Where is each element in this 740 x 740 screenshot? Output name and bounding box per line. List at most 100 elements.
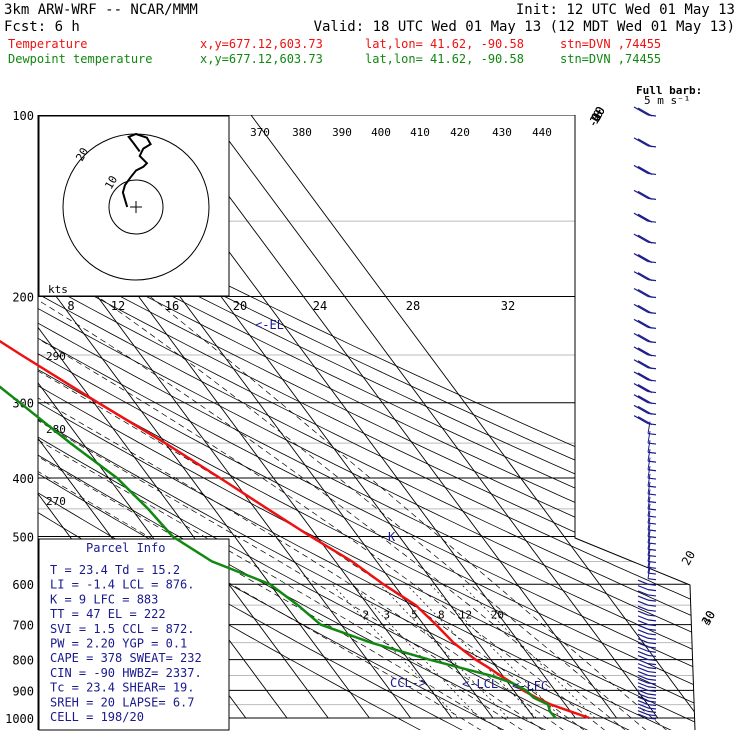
moist-adiabat (38, 296, 483, 730)
wind-barb (633, 271, 657, 282)
dry-adiabat (38, 115, 695, 730)
theta-label-top: 430 (492, 126, 512, 139)
mixing-ratio-line (331, 583, 458, 719)
dry-adiabat (38, 115, 673, 730)
wind-barb (637, 655, 657, 662)
wind-barb (633, 253, 657, 264)
pressure-label: 100 (12, 109, 34, 123)
isotherm-line (38, 115, 411, 719)
dry-adiabat (38, 115, 695, 730)
init-time: Init: 12 UTC Wed 01 May 13 (516, 2, 735, 18)
parcel-info-box: Parcel Info T = 23.4 Td = 15.2LI = -1.4 … (38, 538, 230, 731)
wind-barb (637, 646, 657, 653)
wind-barb (637, 674, 657, 681)
dry-adiabat (38, 115, 695, 730)
mixing-ratio-label: 12 (459, 609, 472, 622)
hodograph-speed-label: 20 (233, 299, 247, 313)
dry-adiabat (38, 115, 695, 730)
theta-label-top: 380 (292, 126, 312, 139)
mixing-ratio-line (379, 583, 509, 719)
isotherm-label: 10 (587, 107, 606, 127)
mixing-ratio-label: 8 (438, 609, 445, 622)
dry-adiabat (38, 115, 695, 730)
hodograph-ring-label-10: 10 (102, 174, 120, 192)
wind-barb (637, 696, 657, 703)
mixing-ratio-line (406, 583, 537, 719)
wind-barb (637, 700, 657, 707)
parcel-info-row: K = 9 LFC = 883 (50, 592, 158, 606)
moist-adiabat (97, 296, 647, 730)
mixing-ratio-line (352, 583, 480, 719)
pressure-label: 500 (12, 530, 34, 544)
wind-barb (633, 164, 657, 176)
dry-adiabat (38, 115, 695, 730)
wind-barb (637, 600, 657, 607)
dry-adiabat (38, 115, 695, 730)
mixing-ratio-label: 2 (362, 609, 369, 622)
dew-station: stn=DVN ,74455 (560, 52, 661, 66)
wind-barb (637, 685, 657, 693)
dry-adiabat (38, 115, 589, 730)
barb-note: Full barb: (636, 84, 702, 97)
mixing-ratio-line (461, 583, 596, 719)
hodograph-speed-label: 8 (67, 299, 74, 313)
wind-barb (647, 421, 657, 436)
dry-adiabat (38, 115, 695, 730)
wind-barb (637, 633, 657, 640)
hodograph-frame (38, 115, 230, 297)
dry-adiabat (38, 115, 631, 730)
wind-barb (637, 689, 657, 696)
theta-label-top: 410 (410, 126, 430, 139)
isotherm-line (38, 115, 370, 719)
wind-barb (633, 288, 657, 299)
right-border (574, 115, 696, 731)
wind-barb (633, 404, 657, 415)
wind-barb (647, 566, 657, 581)
wind-barb (637, 659, 657, 666)
hodograph-speed-label: 16 (165, 299, 179, 313)
dry-adiabat (38, 115, 695, 730)
temp-label: Temperature (8, 37, 87, 51)
lcl-marker: <-LCL (462, 677, 498, 691)
hodograph-ring-10 (108, 179, 164, 235)
wind-barb (637, 624, 657, 631)
wind-barb (633, 318, 657, 329)
wind-barb (637, 638, 657, 645)
wind-barb (633, 106, 657, 117)
wind-barb (637, 667, 657, 674)
wind-barb (633, 383, 657, 394)
isotherm-label: 20 (679, 548, 698, 568)
parcel-info-row: T = 23.4 Td = 15.2 (50, 563, 180, 577)
isotherm-line (250, 115, 695, 719)
wind-barb (633, 394, 657, 405)
wind-barb (633, 137, 657, 148)
parcel-info-row: SVI = 1.5 CCL = 872. (50, 622, 195, 636)
forecast-hour: Fcst: 6 h (4, 19, 80, 35)
mixing-ratio-label: 3 (383, 609, 390, 622)
wind-barb (637, 703, 657, 710)
moist-adiabat (149, 296, 668, 730)
wind-barb (637, 620, 657, 627)
pressure-label: 600 (12, 578, 34, 592)
hodograph-ring-label-20: 20 (73, 146, 91, 164)
parcel-info-row: LI = -1.4 LCL = 876. (50, 578, 195, 592)
hodograph-speed-label: 32 (501, 299, 515, 313)
dewpoint-profile (0, 385, 557, 719)
dry-adiabat (38, 115, 695, 730)
pressure-label: 900 (12, 684, 34, 698)
el-marker: <-EL (255, 318, 284, 332)
valid-time: Valid: 18 UTC Wed 01 May 13 (12 MDT Wed … (314, 19, 735, 35)
parcel-info-row: CAPE = 378 SWEAT= 232 (50, 651, 202, 665)
theta-label-top: 390 (332, 126, 352, 139)
wind-barb (633, 189, 657, 200)
parcel-info-title: Parcel Info (86, 541, 165, 555)
pressure-label: 200 (12, 291, 34, 305)
parcel-info-row: CIN = -90 HWBZ= 2337. (50, 666, 202, 680)
moist-adiabat (38, 296, 544, 730)
wind-barb (637, 610, 657, 617)
barb-unit: 5 m s⁻¹ (644, 94, 690, 107)
dew-latlon: lat,lon= 41.62, -90.58 (365, 52, 524, 66)
wind-barb (637, 605, 657, 612)
moist-adiabat (38, 296, 627, 730)
